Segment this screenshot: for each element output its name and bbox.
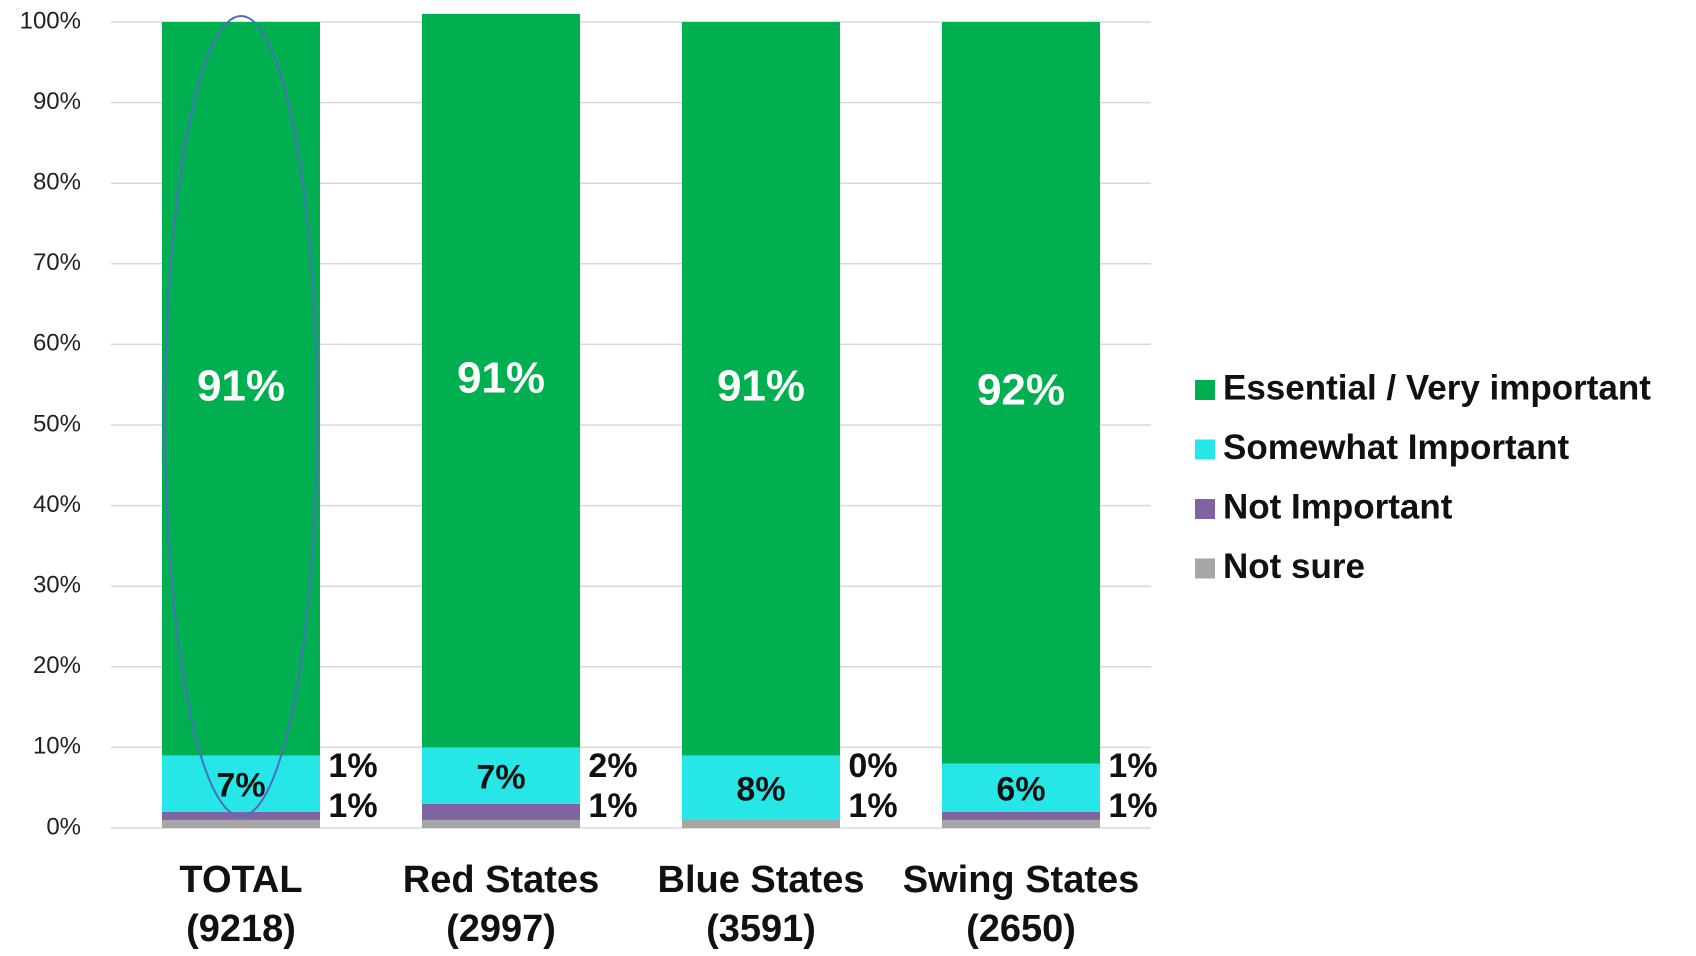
bar-segment	[942, 22, 1100, 764]
bar-segment	[942, 819, 1100, 828]
data-label: 8%	[736, 771, 785, 809]
bar-segment	[162, 819, 320, 828]
bar-segment	[422, 819, 580, 828]
y-tick-label: 20%	[33, 652, 81, 679]
x-tick-label: Swing States	[903, 859, 1140, 901]
data-label: 92%	[977, 365, 1065, 414]
bar-segment	[682, 819, 840, 828]
data-label: 1%	[1108, 787, 1157, 825]
x-tick-label: Blue States	[658, 859, 865, 901]
data-label: 2%	[588, 747, 637, 785]
bar-segment	[682, 755, 840, 820]
y-tick-label: 60%	[33, 330, 81, 357]
x-tick-label: (2650)	[966, 908, 1076, 950]
highlight-ellipse	[164, 15, 318, 817]
legend-swatch	[1195, 439, 1215, 460]
x-tick-label: TOTAL	[179, 859, 302, 901]
legend-swatch	[1195, 558, 1215, 579]
bar-segment	[422, 13, 580, 748]
bar-segment	[682, 22, 840, 756]
y-tick-label: 10%	[33, 733, 81, 760]
y-tick-label: 90%	[33, 88, 81, 115]
bar-segment	[422, 803, 580, 820]
bar-segment	[162, 22, 320, 756]
y-tick-label: 50%	[33, 410, 81, 437]
data-label: 1%	[1108, 747, 1157, 785]
legend-swatch	[1195, 380, 1215, 400]
data-label: 91%	[197, 361, 285, 410]
x-tick-label: (2997)	[446, 908, 556, 950]
data-label: 1%	[848, 787, 897, 825]
bar-segment	[422, 747, 580, 804]
bar-segment	[942, 763, 1100, 812]
data-label: 1%	[328, 787, 377, 825]
y-tick-label: 0%	[46, 813, 81, 840]
data-label: 91%	[717, 361, 805, 410]
data-label: 7%	[216, 767, 265, 805]
data-label: 7%	[476, 759, 525, 797]
legend-label: Not sure	[1223, 547, 1365, 586]
x-tick-label: (3591)	[706, 908, 816, 950]
data-label: 1%	[328, 747, 377, 785]
legend-label: Somewhat Important	[1223, 428, 1569, 467]
bar-segment	[162, 755, 320, 812]
data-label: 6%	[996, 771, 1045, 809]
x-tick-label: (9218)	[186, 908, 296, 950]
y-tick-label: 40%	[33, 491, 81, 518]
data-label: 0%	[848, 747, 897, 785]
legend-label: Not Important	[1223, 487, 1453, 526]
y-tick-label: 30%	[33, 572, 81, 599]
x-tick-label: Red States	[403, 859, 599, 901]
legend-swatch	[1195, 499, 1215, 519]
y-tick-label: 80%	[33, 169, 81, 196]
data-label: 1%	[588, 787, 637, 825]
y-tick-label: 70%	[33, 249, 81, 276]
bar-segment	[942, 811, 1100, 820]
legend-label: Essential / Very important	[1223, 368, 1651, 407]
y-tick-label: 100%	[20, 7, 81, 34]
data-label: 91%	[457, 353, 545, 402]
